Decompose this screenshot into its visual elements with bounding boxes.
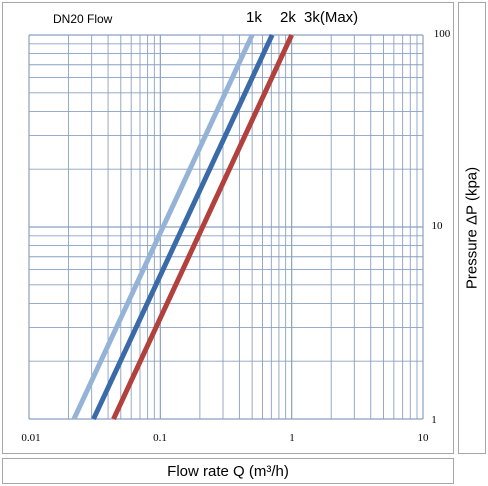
x-tick-label: 1 — [289, 432, 295, 444]
chart-panel: DN20 Flow 1k 2k 3k(Max) 0.01 0.1 1 10 1 … — [2, 2, 454, 454]
chart-labels: DN20 Flow 1k 2k 3k(Max) 0.01 0.1 1 10 1 … — [21, 9, 450, 444]
series-line-3k-max — [111, 33, 294, 421]
x-axis-label: Flow rate Q (m³/h) — [167, 462, 289, 480]
y-axis-label: Pressure ΔP (kpa) — [463, 166, 481, 290]
chart-title: DN20 Flow — [53, 12, 113, 26]
x-tick-label: 10 — [418, 432, 430, 444]
y-axis-label-panel: Pressure ΔP (kpa) — [458, 2, 486, 454]
x-axis-label-panel: Flow rate Q (m³/h) — [2, 458, 454, 484]
x-tick-label: 0.01 — [21, 432, 40, 444]
series-line-1k — [71, 33, 255, 421]
y-tick-label: 1 — [431, 414, 437, 426]
legend-label-1k: 1k — [246, 9, 262, 26]
y-tick-label: 10 — [432, 220, 444, 232]
legend-label-3k-max: 3k(Max) — [304, 9, 358, 26]
y-tick-label: 100 — [434, 28, 451, 40]
legend-label-2k: 2k — [280, 9, 296, 26]
series-line-2k — [91, 33, 275, 421]
series-lines — [71, 33, 294, 421]
x-tick-label: 0.1 — [153, 432, 167, 444]
chart-svg: DN20 Flow 1k 2k 3k(Max) 0.01 0.1 1 10 1 … — [21, 9, 450, 444]
